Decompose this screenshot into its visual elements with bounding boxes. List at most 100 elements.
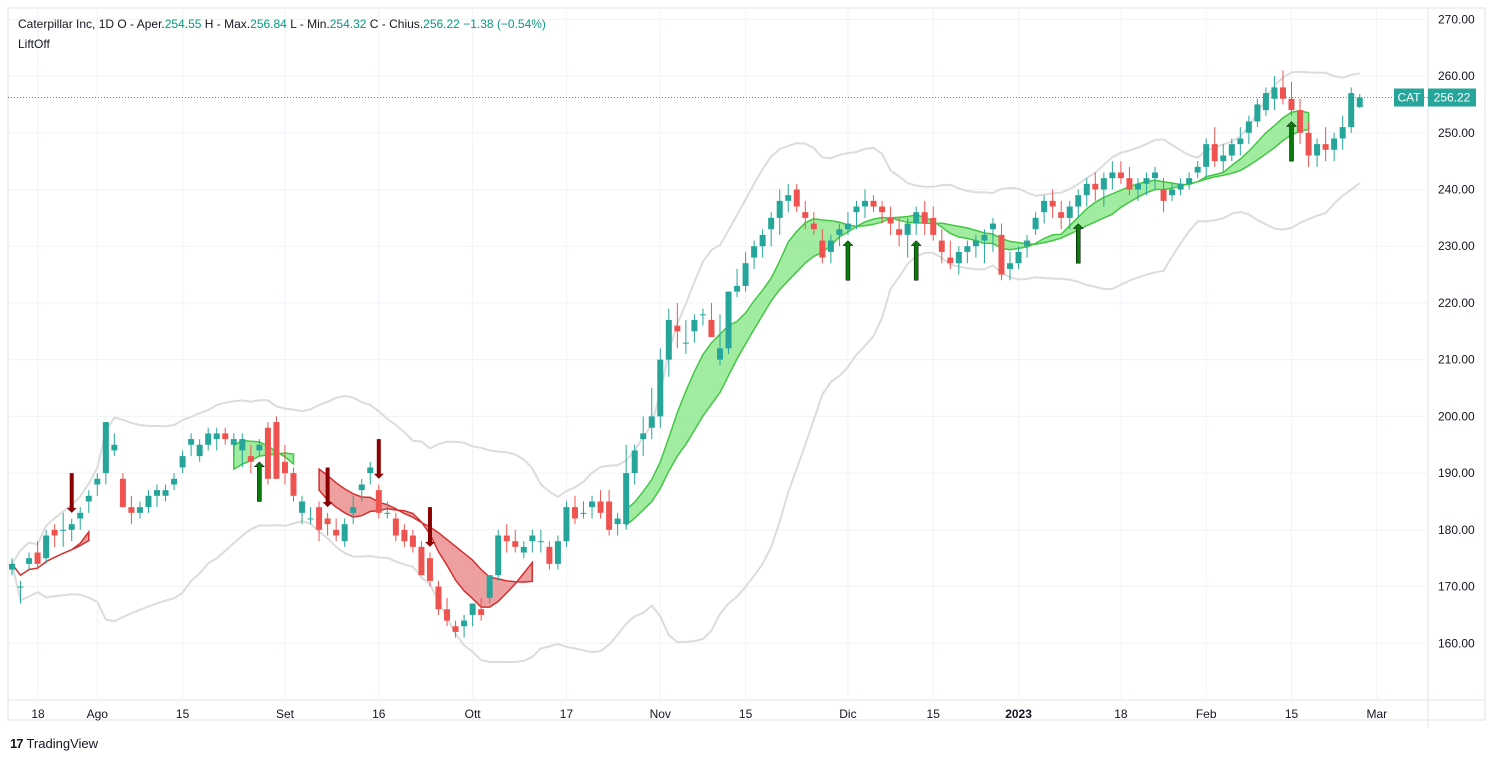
chart-legend: Caterpillar Inc, 1D O - Aper.254.55 H - … [18,14,546,54]
candle-body [1237,138,1244,145]
candle-body [486,575,493,598]
candle-body [580,512,587,514]
sell-arrow-icon [66,473,77,513]
y-tick-label: 190.00 [1438,466,1475,480]
candle-body [188,439,195,445]
candle-body [1314,144,1321,156]
sell-arrow-icon [373,439,384,479]
candle-body [785,195,792,201]
legend-close-label: C - Chius. [369,17,424,31]
candle-body [384,512,391,514]
candle-body [1322,144,1329,150]
chart-frame [7,7,1486,721]
buy-arrow-icon [1072,223,1084,264]
x-tick-label: Mar [1366,707,1387,721]
axes: 270.00 260.00 250.00 240.00 230.00 220.00 210.… [8,12,1476,721]
candle-body [34,552,41,564]
candle-body [375,490,382,513]
x-tick-label: Dic [839,707,856,721]
candle-body [904,223,911,235]
candle-body [1083,183,1090,196]
green-band [233,439,295,471]
candle-body [1297,110,1304,133]
candle-body [401,529,408,542]
candle-body [836,229,843,235]
ticker-tag: CAT [1397,91,1421,105]
candle-body [1203,144,1210,167]
candle-body [1058,212,1065,218]
y-tick-label: 220.00 [1438,296,1475,310]
candle-body [691,319,698,332]
candle-body [1331,138,1338,150]
candle-body [1169,189,1176,196]
candle-body [102,422,109,474]
candle-body [145,495,152,508]
candlestick-series [9,70,1363,638]
candle-body [657,359,664,417]
candle-body [68,524,75,530]
candle-body [896,229,903,235]
candle-body [947,257,954,264]
legend-open-label: O - Aper. [117,17,165,31]
candle-body [9,563,15,570]
price-tag: 256.22 [1434,91,1471,105]
candle-body [358,484,365,491]
candle-body [614,518,621,525]
candle-body [819,240,826,258]
candle-body [418,546,425,576]
candle-body [563,507,570,542]
candle-body [938,240,945,252]
candle-body [316,507,323,530]
candle-body [17,586,24,588]
candle-body [77,512,84,519]
x-tick-label: Nov [650,707,671,721]
candle-body [367,467,374,474]
candle-body [469,603,476,615]
chart-grid [7,7,1486,728]
x-tick-label: 18 [31,707,45,721]
candle-body [1177,183,1184,190]
candle-body [333,529,340,536]
candle-body [776,200,783,218]
candle-body [264,427,271,479]
legend-close: 256.22 [423,17,460,31]
buy-arrow-icon [910,240,922,281]
tradingview-logo-icon: 17 [10,736,24,751]
candle-body [1007,263,1014,269]
candle-body [409,535,416,547]
candle-body [1049,200,1056,207]
sell-arrow-icon [424,507,435,547]
candle-body [1024,240,1031,247]
candle-body [85,495,92,502]
candle-body [827,240,834,252]
x-tick-label: Feb [1196,707,1217,721]
candle-body [51,529,58,536]
legend-change: −1.38 (−0.54%) [463,17,546,31]
candle-body [751,246,758,258]
candle-body [1160,189,1167,201]
candle-body [119,478,126,508]
candle-body [478,609,485,615]
candle-body [128,507,135,513]
candle-body [1015,251,1022,264]
candle-body [1041,200,1048,213]
x-tick-label: Ott [465,707,482,721]
x-tick-label: 18 [1114,707,1128,721]
candle-body [281,461,288,474]
legend-indicator[interactable]: LiftOff [18,37,50,51]
legend-open: 254.55 [164,17,202,31]
candle-body [1066,206,1073,218]
legend-low: 254.32 [329,17,367,31]
candle-body [1109,172,1116,179]
y-tick-label: 200.00 [1438,409,1475,423]
x-tick-label: 15 [739,707,753,721]
y-tick-label: 240.00 [1438,183,1475,197]
x-tick-label: Ago [87,707,109,721]
candle-body [759,234,766,247]
candle-body [43,535,50,559]
candle-body [1262,93,1269,111]
candle-body [1279,87,1286,99]
tradingview-brand[interactable]: 17 TradingView [10,736,98,751]
candle-body [998,234,1005,275]
